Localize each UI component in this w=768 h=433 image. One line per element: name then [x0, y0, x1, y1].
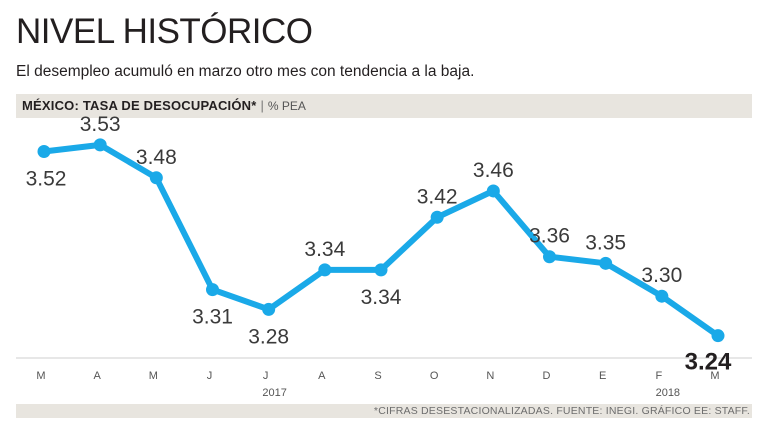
- series-header-band: MÉXICO: TASA DE DESOCUPACIÓN* |% PEA: [16, 94, 752, 118]
- value-label: 3.48: [136, 146, 177, 169]
- series-unit: % PEA: [267, 99, 306, 113]
- value-label: 3.46: [473, 159, 514, 182]
- value-label: 3.52: [26, 167, 67, 190]
- data-point: [374, 263, 388, 277]
- value-label: 3.34: [304, 238, 345, 261]
- x-tick-label: S: [374, 370, 381, 382]
- value-label: 3.42: [417, 185, 458, 208]
- value-labels-layer: 3.52 3.53 3.48 3.31 3.28 3.34 3.34 3.42 3.46 3.36…: [26, 113, 732, 376]
- value-label: 3.53: [80, 113, 121, 136]
- year-label: 2018: [656, 387, 680, 399]
- year-label: 2017: [262, 387, 286, 399]
- data-point: [543, 250, 556, 264]
- x-tick-label: D: [543, 370, 551, 382]
- latest-value-label: 3.24: [685, 349, 732, 376]
- series-name: MÉXICO: TASA DE DESOCUPACIÓN*: [22, 98, 257, 113]
- data-point: [318, 263, 332, 277]
- x-tick-label: M: [710, 370, 719, 382]
- x-tick-label: J: [207, 370, 213, 382]
- data-point: [149, 171, 163, 185]
- value-label: 3.36: [529, 225, 570, 248]
- x-tick-label: O: [430, 370, 439, 382]
- value-label: 3.28: [248, 325, 289, 348]
- x-tick-label: M: [36, 370, 45, 382]
- x-tick-label: F: [655, 370, 662, 382]
- series-separator: |: [260, 98, 264, 113]
- value-label: 3.30: [641, 264, 682, 287]
- x-tick-label: A: [93, 370, 101, 382]
- x-tick-label: M: [149, 370, 158, 382]
- data-point: [486, 184, 500, 198]
- chart-title: NIVEL HISTÓRICO: [16, 12, 313, 51]
- data-point: [655, 289, 669, 303]
- data-point: [93, 138, 107, 152]
- x-tick-label: E: [599, 370, 606, 382]
- value-label: 3.34: [361, 286, 402, 309]
- x-tick-label: A: [318, 370, 326, 382]
- value-label: 3.31: [192, 306, 233, 329]
- series-layer: [37, 138, 725, 343]
- x-tick-label: J: [263, 370, 269, 382]
- source-note: *CIFRAS DESESTACIONALIZADAS. FUENTE: INE…: [373, 405, 750, 417]
- value-label: 3.35: [585, 231, 626, 254]
- data-point: [430, 210, 444, 224]
- x-tick-labels-layer: M A M J J A S O N D E F M 2017 2018: [36, 370, 719, 399]
- series-label: MÉXICO: TASA DE DESOCUPACIÓN* |% PEA: [22, 98, 306, 114]
- chart-subtitle: El desempleo acumuló en marzo otro mes c…: [16, 63, 475, 80]
- data-point: [711, 329, 725, 343]
- data-point: [599, 256, 613, 270]
- footer-band: *CIFRAS DESESTACIONALIZADAS. FUENTE: INE…: [16, 404, 752, 418]
- data-point: [262, 302, 276, 316]
- data-point: [206, 283, 219, 297]
- x-tick-label: N: [486, 370, 494, 382]
- data-point: [37, 144, 51, 158]
